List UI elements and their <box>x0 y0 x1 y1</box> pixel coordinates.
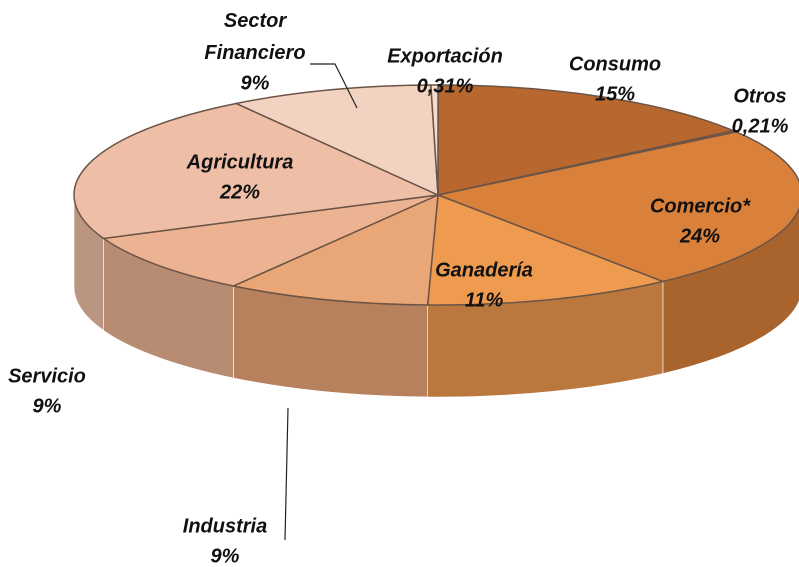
value-label: 9% <box>211 545 240 567</box>
category-label: Ganadería <box>435 259 533 281</box>
labels: Consumo 15% Otros 0,21% Comercio* 24% Ganaderí… <box>8 10 788 567</box>
value-label: 9% <box>33 395 62 417</box>
pie-slice <box>231 193 439 306</box>
value-label: 9% <box>241 72 270 94</box>
value-label: 11% <box>465 289 504 311</box>
category-label: Sector Financiero <box>204 10 305 64</box>
pie-slice <box>430 84 439 196</box>
pie-top <box>73 84 799 306</box>
pie-slice <box>73 102 441 240</box>
category-label: Comercio* <box>650 195 751 217</box>
category-label: Consumo <box>569 53 661 75</box>
pie-slice <box>426 193 666 306</box>
value-label: 24% <box>679 225 720 247</box>
category-label: Industria <box>183 515 267 537</box>
category-label: Otros <box>733 85 786 107</box>
leader-line <box>310 63 358 109</box>
category-label: Servicio <box>8 365 86 387</box>
pie-sides <box>73 194 799 398</box>
value-label: 0,21% <box>732 115 789 137</box>
value-label: 0,31% <box>417 75 474 97</box>
value-label: 22% <box>219 181 260 203</box>
pie-slice <box>435 131 799 283</box>
leader-line <box>284 407 289 541</box>
value-label: 15% <box>595 83 635 105</box>
pie-slice <box>233 84 439 197</box>
category-label: Agricultura <box>186 151 294 173</box>
pie-slice <box>437 84 736 196</box>
category-label: Exportación <box>387 45 503 67</box>
pie-slice <box>101 194 439 287</box>
